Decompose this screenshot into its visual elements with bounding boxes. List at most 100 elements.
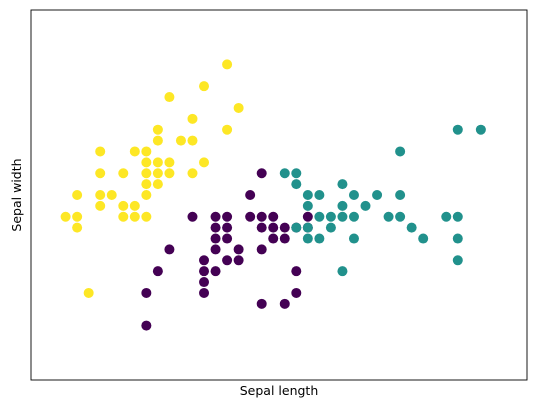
data-point xyxy=(337,266,348,277)
data-point xyxy=(268,222,279,233)
data-point xyxy=(348,211,359,222)
data-point xyxy=(302,222,313,233)
data-point xyxy=(256,168,267,179)
data-point xyxy=(187,135,198,146)
data-point xyxy=(245,190,256,200)
data-point xyxy=(199,266,210,277)
data-point xyxy=(152,168,163,179)
data-point xyxy=(129,211,140,222)
series-2 xyxy=(279,124,486,277)
series-0 xyxy=(60,59,244,298)
data-point xyxy=(291,222,302,233)
data-point xyxy=(233,102,244,113)
points-layer xyxy=(60,59,486,331)
data-point xyxy=(383,211,394,222)
data-point xyxy=(256,298,267,309)
data-point xyxy=(256,222,267,233)
data-point xyxy=(199,255,210,266)
data-point xyxy=(372,190,383,200)
y-axis-label: Sepal width xyxy=(9,158,24,231)
data-point xyxy=(72,190,83,200)
data-point xyxy=(210,211,221,222)
data-point xyxy=(141,179,152,190)
data-point xyxy=(291,287,302,298)
data-point xyxy=(141,157,152,168)
data-point xyxy=(475,124,486,135)
data-point xyxy=(222,124,233,135)
data-point xyxy=(302,211,313,222)
data-point xyxy=(152,179,163,190)
data-point xyxy=(95,200,106,211)
data-point xyxy=(187,113,198,124)
data-point xyxy=(291,179,302,190)
data-point xyxy=(418,233,429,244)
data-point xyxy=(222,222,233,233)
data-point xyxy=(337,200,348,211)
data-point xyxy=(95,168,106,179)
data-point xyxy=(141,287,152,298)
data-point xyxy=(152,157,163,168)
data-point xyxy=(187,168,198,179)
data-point xyxy=(279,168,290,179)
data-point xyxy=(302,200,313,211)
data-point xyxy=(60,211,71,222)
data-point xyxy=(199,157,210,168)
data-point xyxy=(360,200,371,211)
data-point xyxy=(118,211,129,222)
data-point xyxy=(210,244,221,255)
data-point xyxy=(199,277,210,288)
data-point xyxy=(337,211,348,222)
data-point xyxy=(395,190,406,200)
plot-frame xyxy=(30,9,528,381)
data-point xyxy=(164,157,175,168)
data-point xyxy=(348,233,359,244)
x-axis-label: Sepal length xyxy=(240,383,319,398)
data-point xyxy=(199,81,210,92)
data-point xyxy=(222,211,233,222)
data-point xyxy=(222,255,233,266)
data-point xyxy=(95,146,106,157)
data-point xyxy=(291,266,302,277)
data-point xyxy=(395,211,406,222)
data-point xyxy=(72,211,83,222)
data-point xyxy=(187,211,198,222)
data-point xyxy=(291,168,302,179)
data-point xyxy=(325,211,336,222)
data-point xyxy=(337,179,348,190)
data-point xyxy=(395,146,406,157)
data-point xyxy=(302,233,313,244)
data-point xyxy=(141,190,152,200)
data-point xyxy=(152,124,163,135)
data-point xyxy=(452,255,463,266)
data-point xyxy=(141,168,152,179)
data-point xyxy=(141,320,152,331)
data-point xyxy=(233,255,244,266)
data-point xyxy=(106,190,117,200)
data-point xyxy=(452,124,463,135)
data-point xyxy=(152,135,163,146)
data-point xyxy=(279,298,290,309)
data-point xyxy=(95,190,106,200)
data-point xyxy=(233,244,244,255)
data-point xyxy=(268,233,279,244)
data-point xyxy=(129,146,140,157)
data-point xyxy=(72,222,83,233)
data-point xyxy=(348,190,359,200)
data-point xyxy=(279,233,290,244)
data-point xyxy=(118,168,129,179)
data-point xyxy=(406,222,417,233)
data-point xyxy=(199,287,210,298)
data-point xyxy=(210,233,221,244)
data-point xyxy=(268,211,279,222)
data-point xyxy=(175,135,186,146)
data-point xyxy=(325,222,336,233)
data-point xyxy=(222,59,233,70)
data-point xyxy=(314,190,325,200)
data-point xyxy=(141,211,152,222)
data-point xyxy=(83,287,94,298)
data-point xyxy=(152,266,163,277)
data-point xyxy=(164,92,175,103)
data-point xyxy=(314,211,325,222)
data-point xyxy=(441,211,452,222)
